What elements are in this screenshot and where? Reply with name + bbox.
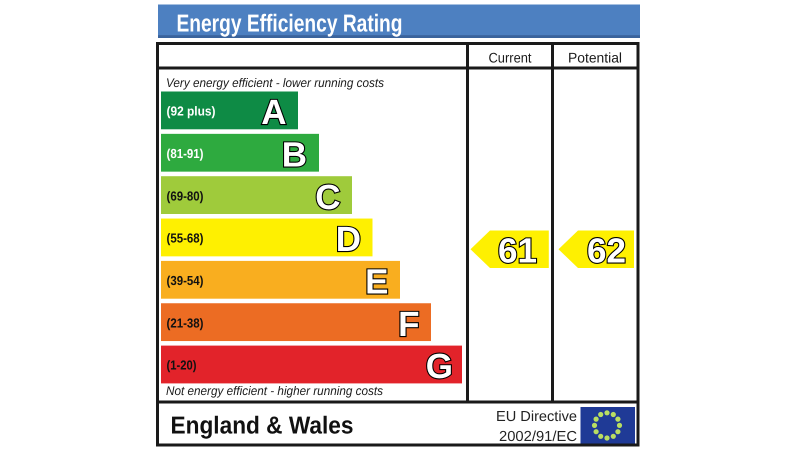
svg-text:Very energy efficient - lower: Very energy efficient - lower running co… [166, 76, 384, 90]
svg-text:Not energy efficient - higher: Not energy efficient - higher running co… [166, 384, 383, 398]
svg-text:C: C [315, 178, 340, 217]
svg-text:Energy Efficiency Rating: Energy Efficiency Rating [177, 10, 403, 37]
svg-text:(1-20): (1-20) [167, 358, 197, 373]
svg-text:E: E [365, 263, 388, 302]
svg-text:(21-38): (21-38) [167, 315, 204, 330]
svg-text:2002/91/EC: 2002/91/EC [499, 429, 577, 445]
svg-text:(39-54): (39-54) [167, 273, 204, 288]
svg-text:A: A [261, 93, 286, 132]
svg-text:(69-80): (69-80) [167, 188, 204, 203]
svg-text:B: B [282, 136, 307, 175]
svg-text:Current: Current [489, 50, 532, 66]
svg-text:(55-68): (55-68) [167, 231, 204, 246]
svg-text:Potential: Potential [568, 50, 622, 66]
svg-text:England & Wales: England & Wales [171, 413, 354, 440]
svg-text:F: F [398, 305, 419, 344]
svg-text:D: D [336, 220, 361, 259]
svg-text:62: 62 [587, 231, 626, 270]
svg-text:(92 plus): (92 plus) [167, 104, 216, 119]
svg-text:G: G [426, 347, 453, 386]
svg-text:61: 61 [498, 231, 537, 270]
svg-text:(81-91): (81-91) [167, 146, 204, 161]
svg-text:EU Directive: EU Directive [496, 409, 577, 425]
